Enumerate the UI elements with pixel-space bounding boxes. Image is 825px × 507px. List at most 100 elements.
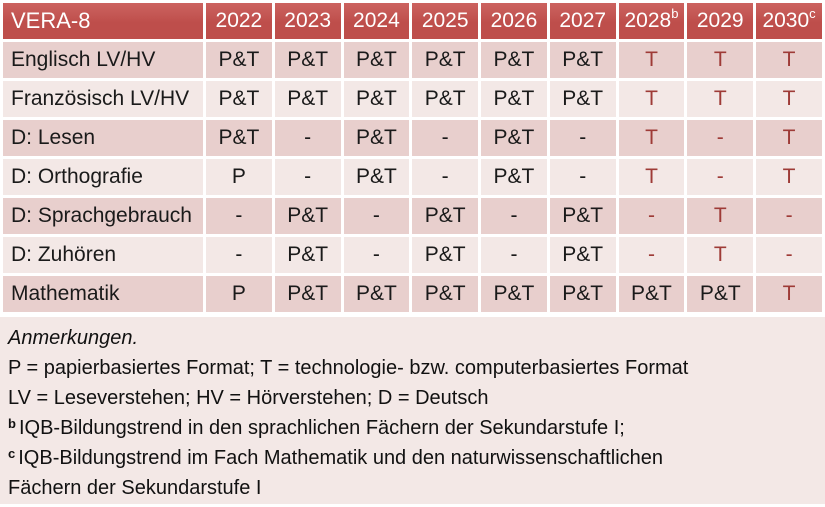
format-cell: - [549,120,616,156]
notes-block: Anmerkungen. P = papierbasiertes Format;… [0,317,825,504]
format-cell: P [206,276,272,312]
format-cell: - [412,159,479,195]
row-label: D: Lesen [3,120,203,156]
format-cell: T [687,237,754,273]
table-row: Französisch LV/HV P&T P&T P&T P&T P&T P&T T T T [3,81,822,117]
format-cell: - [274,120,341,156]
format-cell: P&T [687,276,754,312]
format-cell: P&T [549,42,616,78]
format-cell: - [274,159,341,195]
format-cell: T [756,81,822,117]
table-row: D: Zuhören - P&T - P&T - P&T - T - [3,237,822,273]
table-row: D: Orthografie P - P&T - P&T - T - T [3,159,822,195]
format-cell: - [618,237,685,273]
footnote-marker-b: b [671,6,679,21]
note-line: LV = Leseverstehen; HV = Hörverstehen; D… [8,387,489,409]
note-line: c IQB-Bildungstrend im Fach Mathematik un… [8,446,663,469]
row-label: D: Sprachgebrauch [3,198,203,234]
table-header-row: VERA-8 2022 2023 2024 2025 2026 2027 2028b 2029… [3,3,822,39]
format-cell: - [206,198,272,234]
year-header-2026: 2026 [481,3,547,39]
row-label: D: Orthografie [3,159,203,195]
format-cell: T [687,81,754,117]
format-cell: P&T [343,81,410,117]
format-cell: P&T [412,42,479,78]
format-cell: - [756,198,822,234]
format-cell: P&T [206,42,272,78]
format-cell: P&T [274,276,341,312]
format-cell: T [618,42,685,78]
format-cell: - [343,237,410,273]
format-cell: P&T [549,276,616,312]
footnote-marker-c: c [809,6,816,21]
note-line: b IQB-Bildungstrend in den sprachlichen F… [8,416,625,439]
format-cell: P&T [549,81,616,117]
table-row: D: Sprachgebrauch - P&T - P&T - P&T - T - [3,198,822,234]
format-cell: - [343,198,410,234]
format-cell: - [618,198,685,234]
notes-title: Anmerkungen. [8,327,139,349]
format-cell: P&T [274,81,341,117]
format-cell: - [481,237,547,273]
format-cell: - [756,237,822,273]
format-cell: P&T [343,120,410,156]
row-label: Französisch LV/HV [3,81,203,117]
format-cell: - [481,198,547,234]
row-label: Englisch LV/HV [3,42,203,78]
table-title-cell: VERA-8 [3,3,203,39]
format-cell: T [756,120,822,156]
format-cell: P&T [274,42,341,78]
format-cell: T [618,81,685,117]
format-cell: T [687,42,754,78]
note-line: P = papierbasiertes Format; T = technolo… [8,357,689,379]
format-cell: P&T [274,237,341,273]
format-cell: - [549,159,616,195]
format-cell: - [412,120,479,156]
table-row: D: Lesen P&T - P&T - P&T - T - T [3,120,822,156]
format-cell: P&T [481,120,547,156]
format-cell: P [206,159,272,195]
format-cell: P&T [343,42,410,78]
format-cell: P&T [481,81,547,117]
format-cell: P&T [412,81,479,117]
note-line: Fächern der Sekundarstufe I [8,477,262,499]
format-cell: P&T [481,276,547,312]
format-cell: T [618,120,685,156]
format-cell: P&T [412,198,479,234]
format-cell: T [756,42,822,78]
year-header-2023: 2023 [274,3,341,39]
format-cell: P&T [481,42,547,78]
format-cell: P&T [343,276,410,312]
year-header-2025: 2025 [412,3,479,39]
format-cell: T [756,276,822,312]
format-cell: - [206,237,272,273]
table-row: Mathematik P P&T P&T P&T P&T P&T P&T P&T T [3,276,822,312]
format-cell: P&T [481,159,547,195]
row-label: Mathematik [3,276,203,312]
format-cell: - [687,159,754,195]
format-cell: T [756,159,822,195]
year-header-2024: 2024 [343,3,410,39]
format-cell: P&T [343,159,410,195]
table-body: Englisch LV/HV P&T P&T P&T P&T P&T P&T T T T Franz… [3,42,822,312]
format-cell: P&T [412,276,479,312]
format-cell: T [618,159,685,195]
format-cell: P&T [274,198,341,234]
vera8-table: VERA-8 2022 2023 2024 2025 2026 2027 2028b 2029… [3,3,822,312]
footnote-marker-c: c [8,446,16,461]
year-header-2030: 2030c [756,3,822,39]
format-cell: P&T [412,237,479,273]
format-cell: P&T [206,120,272,156]
year-header-2029: 2029 [687,3,754,39]
format-cell: P&T [549,237,616,273]
footnote-marker-b: b [8,416,16,431]
year-header-2028: 2028b [618,3,685,39]
format-cell: - [687,120,754,156]
format-cell: P&T [618,276,685,312]
format-cell: P&T [206,81,272,117]
year-header-2027: 2027 [549,3,616,39]
format-cell: P&T [549,198,616,234]
format-cell: T [687,198,754,234]
table-row: Englisch LV/HV P&T P&T P&T P&T P&T P&T T T T [3,42,822,78]
